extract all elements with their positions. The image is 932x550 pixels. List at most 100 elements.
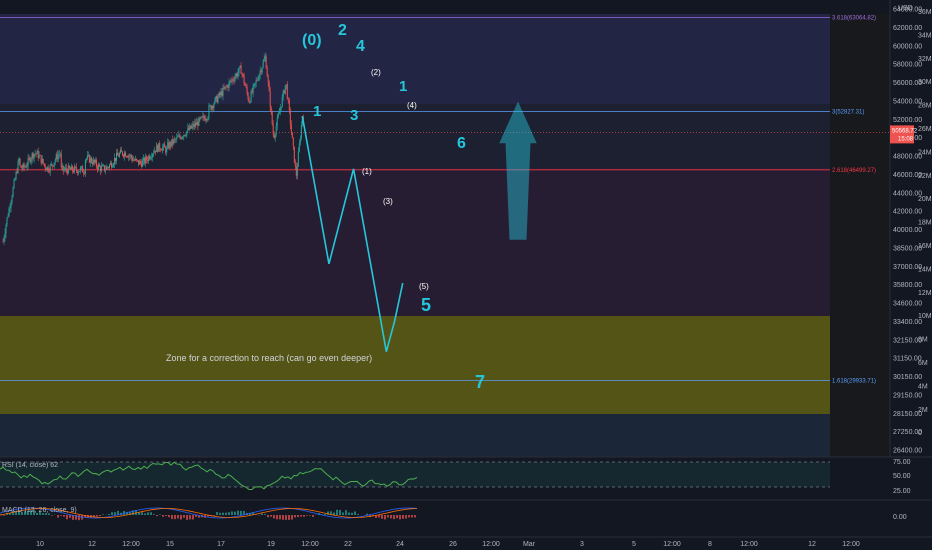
- price-tick-label: 35800.00: [893, 282, 922, 289]
- time-tick-label: 12: [88, 541, 96, 548]
- candle-body: [69, 168, 71, 170]
- wave-label-6: 6: [457, 135, 466, 152]
- candle-body: [42, 158, 44, 164]
- candle-body: [169, 142, 171, 149]
- candle-body: [35, 153, 37, 155]
- candle-body: [208, 105, 210, 118]
- volume-tick-label: 24M: [918, 149, 932, 156]
- price-tick-label: 31150.00: [893, 356, 922, 363]
- candle-body: [48, 171, 50, 172]
- macd-bar: [225, 512, 227, 515]
- macd-bar: [93, 515, 95, 517]
- price-tick-label: 64000.00: [893, 7, 922, 14]
- candle-body: [181, 137, 183, 139]
- candle-body: [227, 85, 229, 88]
- time-tick-label: 12:00: [740, 541, 758, 548]
- candle-body: [36, 150, 38, 154]
- candle-body: [224, 86, 226, 89]
- candle-body: [215, 96, 217, 99]
- macd-bar: [192, 515, 194, 520]
- candle-body: [179, 135, 181, 138]
- macd-bar: [339, 509, 341, 515]
- macd-bar: [282, 515, 284, 520]
- candle-body: [261, 67, 263, 73]
- macd-bar: [198, 515, 200, 518]
- macd-bar: [333, 512, 335, 515]
- candle-body: [234, 76, 236, 81]
- macd-bar: [36, 512, 38, 515]
- candle-body: [129, 155, 131, 157]
- candle-body: [212, 105, 214, 108]
- candle-body: [275, 126, 277, 135]
- macd-bar: [279, 515, 281, 520]
- candle-body: [298, 143, 300, 152]
- candle-body: [289, 110, 291, 125]
- candle-body: [258, 74, 260, 80]
- candle-body: [163, 144, 165, 148]
- candle-body: [45, 168, 47, 171]
- candle-body: [282, 90, 284, 97]
- candle-body: [137, 159, 139, 161]
- volume-tick-label: 26M: [918, 126, 932, 133]
- macd-bar: [84, 515, 86, 518]
- candle-body: [118, 155, 120, 157]
- candle-body: [90, 157, 92, 163]
- macd-bar: [183, 515, 185, 518]
- macd-bar: [387, 515, 389, 518]
- candle-body: [280, 106, 282, 109]
- macd-bar: [261, 513, 263, 515]
- macd-bar: [411, 515, 413, 518]
- candle-body: [144, 157, 146, 164]
- macd-bar: [309, 515, 311, 516]
- time-axis-ticks: 10 12 12:00 15 17 19 12:00 22 24 26 12:00 Mar 3 5 12:0…: [36, 541, 860, 548]
- candle-body: [96, 166, 98, 169]
- time-tick-label: 3: [580, 541, 584, 548]
- candle-body: [225, 86, 227, 88]
- candle-body: [131, 155, 133, 158]
- candle-body: [217, 96, 219, 103]
- candle-body: [55, 154, 57, 160]
- macd-bar: [30, 510, 32, 515]
- wave-label-4: 4: [356, 38, 365, 55]
- candle-body: [145, 156, 147, 164]
- candle-body: [285, 84, 287, 86]
- price-tick-label: 29150.00: [893, 392, 922, 399]
- candle-body: [272, 124, 274, 135]
- candle-body: [22, 164, 24, 169]
- candle-body: [287, 98, 289, 101]
- candle-body: [25, 166, 27, 168]
- wave-label-2: 2: [338, 22, 347, 39]
- candle-body: [87, 155, 89, 156]
- candle-body: [86, 155, 88, 159]
- candle-body: [84, 159, 86, 174]
- time-tick-label: 22: [344, 541, 352, 548]
- candle-body: [47, 166, 49, 172]
- candle-body: [243, 75, 245, 84]
- candle-body: [92, 159, 94, 165]
- macd-signal-line: [0, 508, 418, 518]
- candle-body: [193, 124, 195, 127]
- candle-body: [180, 137, 182, 139]
- candle-body: [111, 165, 113, 168]
- candle-body: [232, 79, 234, 81]
- candle-body: [231, 79, 233, 82]
- candle-body: [53, 162, 55, 167]
- candle-body: [279, 108, 281, 113]
- macd-tick-0: 0.00: [893, 514, 907, 521]
- candle-body: [301, 117, 303, 126]
- macd-bar: [354, 511, 356, 515]
- time-tick-label: 24: [396, 541, 404, 548]
- volume-tick-label: 28M: [918, 103, 932, 110]
- macd-bar: [75, 515, 77, 520]
- candle-body: [141, 162, 143, 167]
- macd-bar: [60, 515, 62, 516]
- candle-body: [239, 65, 241, 68]
- candle-body: [78, 171, 80, 172]
- macd-bar: [288, 515, 290, 520]
- macd-bar: [297, 515, 299, 518]
- candle-body: [157, 145, 159, 152]
- macd-bar: [126, 511, 128, 515]
- candle-body: [64, 167, 66, 170]
- macd-bar: [402, 515, 404, 519]
- time-tick-label: 19: [267, 541, 275, 548]
